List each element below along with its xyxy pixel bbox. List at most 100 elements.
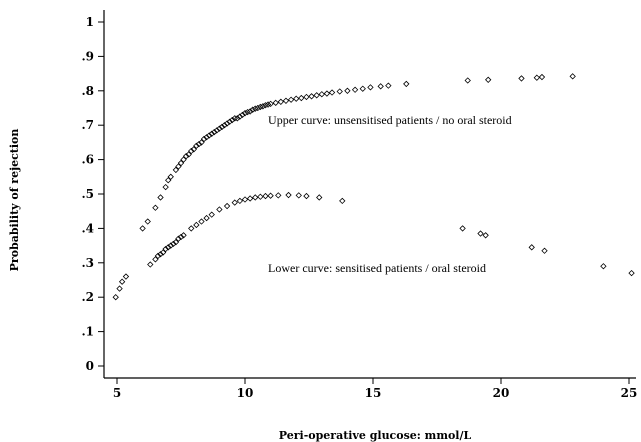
upper-curve-point bbox=[303, 93, 310, 101]
lower-curve-point bbox=[339, 197, 346, 205]
upper-curve-point bbox=[518, 75, 525, 82]
lower-curve-point bbox=[170, 240, 177, 248]
lower-curve-point bbox=[252, 194, 259, 201]
upper-curve-point bbox=[175, 163, 182, 170]
upper-curve-point bbox=[139, 225, 146, 232]
upper-curve-point bbox=[165, 177, 172, 184]
upper-curve-point bbox=[367, 84, 374, 91]
upper-curve-point bbox=[198, 139, 205, 146]
upper-curve-point bbox=[211, 128, 218, 136]
upper-curve-point bbox=[323, 90, 331, 97]
upper-curve-point bbox=[344, 87, 351, 94]
lower-curve-point bbox=[257, 193, 264, 200]
x-tick-label: 15 bbox=[365, 386, 382, 400]
y-tick-label: .9 bbox=[81, 49, 94, 63]
y-tick-label: .7 bbox=[81, 118, 94, 132]
upper-curve-point bbox=[195, 140, 203, 148]
x-axis-ticks: 5 10 15 20 25 bbox=[113, 378, 638, 400]
y-tick-label: .5 bbox=[81, 187, 94, 201]
lower-curve-point bbox=[177, 233, 185, 241]
lower-curve-point bbox=[216, 206, 223, 213]
lower-curve-point bbox=[231, 199, 238, 206]
upper-curve-point bbox=[157, 194, 164, 201]
lower-curve-point bbox=[295, 192, 302, 199]
lower-curve-point bbox=[246, 195, 254, 202]
upper-curve-point bbox=[264, 101, 272, 108]
lower-curve-point bbox=[159, 249, 167, 256]
upper-curve-point bbox=[226, 118, 233, 125]
lower-curve-point bbox=[175, 235, 182, 242]
lower-curve-point bbox=[193, 221, 200, 229]
annotation-upper-curve: Upper curve: unsensitised patients / no … bbox=[268, 113, 512, 127]
upper-curve-point bbox=[277, 98, 285, 105]
upper-curve-point bbox=[538, 73, 546, 81]
lower-curve-point bbox=[157, 251, 164, 258]
y-tick-label: .3 bbox=[81, 256, 94, 270]
data-points bbox=[112, 73, 635, 301]
lower-curve-point bbox=[203, 214, 210, 222]
lower-curve-point bbox=[316, 194, 323, 201]
upper-curve-point bbox=[190, 146, 197, 153]
lower-curve-point bbox=[285, 191, 292, 199]
upper-curve-point bbox=[182, 152, 190, 160]
upper-curve-point bbox=[267, 100, 274, 108]
y-axis-title: Probability of rejection bbox=[8, 129, 21, 272]
upper-curve-point bbox=[298, 94, 305, 102]
upper-curve-point bbox=[193, 142, 200, 150]
lower-curve-point bbox=[223, 202, 231, 210]
upper-curve-point bbox=[262, 102, 269, 109]
lower-curve-point bbox=[459, 225, 466, 232]
upper-curve-point bbox=[180, 156, 187, 163]
lower-curve-point bbox=[198, 218, 205, 225]
lower-curve-point bbox=[188, 225, 195, 232]
upper-curve-point bbox=[533, 74, 541, 81]
upper-curve-point bbox=[162, 183, 169, 191]
upper-curve-point bbox=[259, 103, 267, 110]
upper-curve-point bbox=[167, 173, 174, 180]
x-tick-label: 25 bbox=[621, 386, 638, 400]
lower-curve-point bbox=[112, 294, 119, 301]
upper-curve-point bbox=[177, 159, 185, 167]
lower-curve-point bbox=[303, 192, 310, 200]
x-axis-title: Peri-operative glucose: mmol/L bbox=[279, 429, 472, 442]
upper-curve-point bbox=[221, 122, 228, 129]
upper-curve-point bbox=[351, 86, 359, 93]
upper-curve-point bbox=[218, 123, 226, 131]
upper-curve-point bbox=[252, 105, 259, 112]
upper-curve-point bbox=[229, 116, 236, 124]
upper-curve-point bbox=[234, 115, 241, 122]
upper-curve-point bbox=[144, 218, 151, 225]
lower-curve-point bbox=[528, 244, 535, 251]
upper-curve-point bbox=[485, 76, 492, 83]
lower-curve-point bbox=[241, 196, 249, 203]
y-axis-ticks: 0 .1 .2 .3 .4 .5 .6 .7 .8 .9 1 bbox=[81, 15, 104, 373]
upper-curve-point bbox=[359, 85, 366, 92]
lower-curve-point bbox=[628, 269, 635, 277]
upper-curve-point bbox=[208, 130, 215, 137]
lower-curve-point bbox=[167, 242, 174, 249]
lower-curve-point bbox=[165, 244, 172, 251]
lower-curve-point bbox=[600, 263, 607, 270]
upper-curve-point bbox=[152, 204, 159, 211]
upper-curve-point bbox=[308, 93, 315, 100]
upper-curve-point bbox=[336, 88, 343, 95]
upper-curve-point bbox=[172, 166, 180, 174]
y-tick-label: .4 bbox=[81, 221, 94, 235]
lower-curve-point bbox=[275, 192, 282, 199]
upper-curve-point bbox=[282, 97, 290, 104]
lower-curve-point bbox=[208, 211, 215, 218]
lower-curve-point bbox=[236, 197, 244, 205]
upper-curve-point bbox=[205, 132, 213, 139]
lower-curve-point bbox=[116, 285, 123, 292]
lower-curve-point bbox=[162, 245, 169, 253]
lower-curve-point bbox=[118, 278, 126, 285]
upper-curve-point bbox=[287, 96, 295, 103]
upper-curve-point bbox=[377, 83, 384, 90]
y-tick-label: 1 bbox=[86, 15, 94, 29]
upper-curve-point bbox=[231, 115, 238, 122]
upper-curve-point bbox=[328, 89, 336, 96]
lower-curve-point bbox=[482, 232, 489, 239]
upper-curve-point bbox=[385, 82, 392, 89]
lower-curve-point bbox=[147, 261, 154, 268]
